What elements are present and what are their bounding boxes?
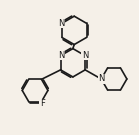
Text: N: N: [82, 51, 88, 60]
Text: N: N: [58, 51, 64, 60]
Text: N: N: [58, 19, 65, 28]
Text: F: F: [40, 99, 45, 108]
Text: N: N: [98, 75, 104, 83]
